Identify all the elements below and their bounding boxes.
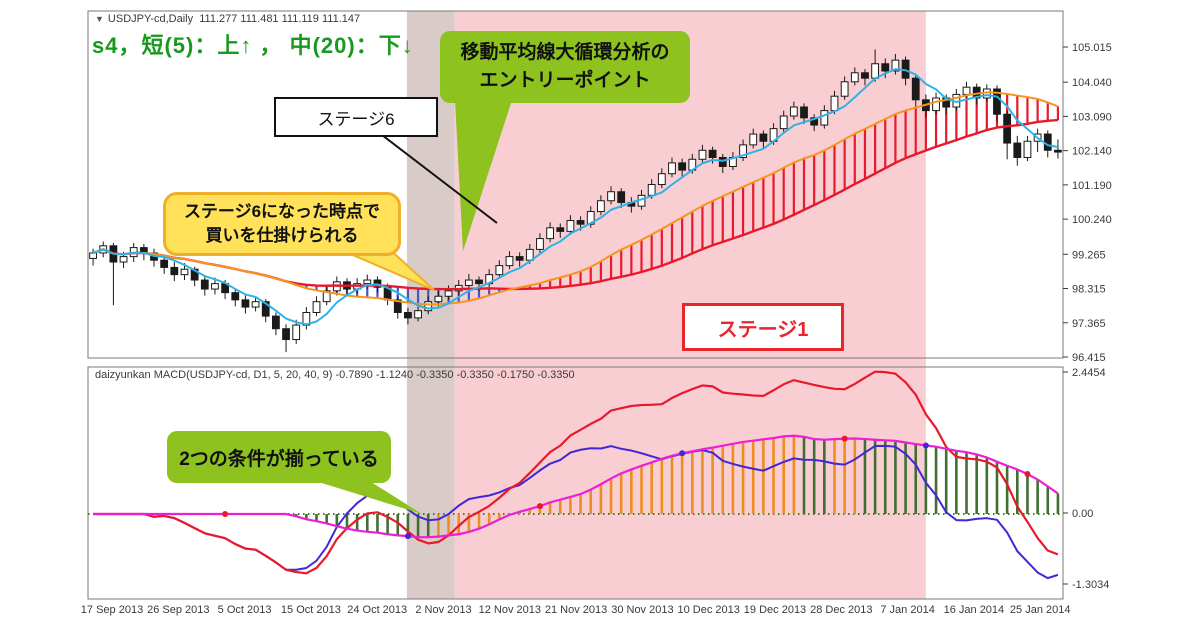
svg-text:28 Dec 2013: 28 Dec 2013 xyxy=(810,604,872,616)
macd-pane-frame xyxy=(87,366,1064,600)
svg-text:12 Nov 2013: 12 Nov 2013 xyxy=(479,604,541,616)
ma5-line xyxy=(92,68,1059,326)
two-conditions-callout: 2つの条件が揃っている xyxy=(167,431,391,483)
svg-text:24 Oct 2013: 24 Oct 2013 xyxy=(347,604,407,616)
svg-text:10 Dec 2013: 10 Dec 2013 xyxy=(678,604,740,616)
svg-text:26 Sep 2013: 26 Sep 2013 xyxy=(147,604,209,616)
entry-point-callout-line2: エントリーポイント xyxy=(479,70,651,91)
macd-line-red xyxy=(93,370,1059,575)
entry-point-callout-line1: 移動平均線大循環分析の xyxy=(460,42,670,64)
svg-text:101.190: 101.190 xyxy=(1072,180,1112,192)
price-axis-labels: 105.015 104.040 103.090 102.140 101.190 100.2… xyxy=(1063,42,1112,591)
macd-marker-dot xyxy=(679,450,686,457)
two-conditions-callout-tail xyxy=(312,480,422,514)
buy-signal-callout-line2: 買いを仕掛けられる xyxy=(205,226,359,245)
svg-text:2 Nov 2013: 2 Nov 2013 xyxy=(415,604,471,616)
svg-text:21 Nov 2013: 21 Nov 2013 xyxy=(545,604,607,616)
macd-marker-dot xyxy=(922,442,929,449)
svg-text:97.365: 97.365 xyxy=(1072,318,1106,330)
stage-status-text: s4，短(5)：上↑ ， 中(20)：下↓ xyxy=(92,33,414,58)
entry-point-callout: 移動平均線大循環分析の エントリーポイント xyxy=(440,31,690,103)
svg-text:-1.3034: -1.3034 xyxy=(1072,579,1109,591)
buy-signal-callout-line1: ステージ6になった時点で xyxy=(183,202,381,222)
candlesticks xyxy=(89,49,1062,353)
svg-text:103.090: 103.090 xyxy=(1072,111,1112,123)
macd-marker-dot xyxy=(404,533,411,540)
svg-text:5 Oct 2013: 5 Oct 2013 xyxy=(218,604,272,616)
stage1-label-box: ステージ1 xyxy=(682,303,844,351)
stage6-leader-line xyxy=(377,131,498,224)
svg-text:96.415: 96.415 xyxy=(1072,352,1106,364)
chart-dropdown-icon[interactable]: ▼ xyxy=(95,14,104,24)
ma20-line xyxy=(92,91,1059,306)
svg-text:102.140: 102.140 xyxy=(1072,146,1112,158)
svg-text:104.040: 104.040 xyxy=(1072,77,1112,89)
chart-header: ▼ USDJPY-cd,Daily 111.277 111.481 111.119… xyxy=(95,13,360,25)
svg-text:15 Oct 2013: 15 Oct 2013 xyxy=(281,604,341,616)
svg-text:0.00: 0.00 xyxy=(1072,508,1093,520)
macd-marker-dot xyxy=(841,435,848,442)
svg-text:100.240: 100.240 xyxy=(1072,214,1112,226)
svg-text:30 Nov 2013: 30 Nov 2013 xyxy=(611,604,673,616)
chart-title: USDJPY-cd,Daily xyxy=(107,13,194,25)
stage6-label-box: ステージ6 xyxy=(274,97,438,137)
svg-text:99.265: 99.265 xyxy=(1072,249,1106,261)
macd-signal-line xyxy=(93,434,1059,539)
svg-text:2.4454: 2.4454 xyxy=(1072,367,1106,379)
date-axis-labels: 17 Sep 2013 26 Sep 2013 5 Oct 2013 15 Oct 2… xyxy=(81,604,1071,616)
ohlc-values: 111.277 111.481 111.119 111.147 xyxy=(199,13,361,25)
svg-text:25 Jan 2014: 25 Jan 2014 xyxy=(1010,604,1071,616)
svg-text:7 Jan 2014: 7 Jan 2014 xyxy=(880,604,934,616)
macd-marker-dot xyxy=(222,511,229,517)
svg-text:98.315: 98.315 xyxy=(1072,284,1106,296)
macd-marker-dot xyxy=(536,503,543,510)
svg-text:19 Dec 2013: 19 Dec 2013 xyxy=(744,604,806,616)
macd-marker-dot xyxy=(1024,471,1031,478)
svg-text:16 Jan 2014: 16 Jan 2014 xyxy=(944,604,1005,616)
svg-text:17 Sep 2013: 17 Sep 2013 xyxy=(81,604,143,616)
buy-signal-callout: ステージ6になった時点で 買いを仕掛けられる xyxy=(163,192,401,256)
macd-histogram xyxy=(294,435,1060,538)
entry-callout-tail xyxy=(455,100,512,251)
svg-text:105.015: 105.015 xyxy=(1072,42,1112,54)
indicator-header: daizyunkan MACD(USDJPY-cd, D1, 5, 20, 40… xyxy=(95,369,575,381)
